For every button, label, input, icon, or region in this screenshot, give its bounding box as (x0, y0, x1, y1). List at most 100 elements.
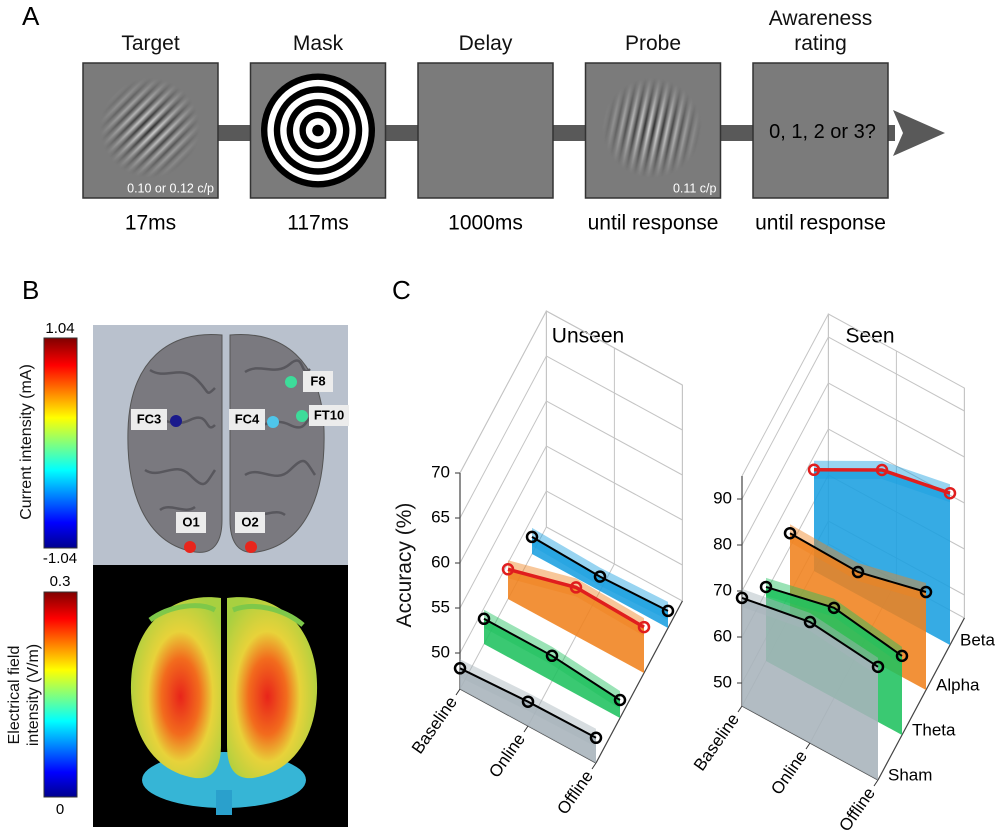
data-point (807, 463, 821, 477)
data-point (501, 563, 515, 576)
grating (83, 63, 218, 198)
electrode (296, 410, 308, 422)
colorbar-label: Electrical field intensity (V/m) (6, 643, 42, 747)
stimulus-note: 0.10 or 0.12 c/p (127, 181, 214, 195)
electrode-label: F8 (310, 373, 325, 388)
chart: Seen 50 60 70 80 90 Baseline Online Offline Beta A… (690, 313, 996, 835)
panel-label: B (22, 275, 39, 305)
tick-mark (523, 725, 529, 733)
tick-mark (591, 762, 597, 770)
hemisphere (227, 597, 318, 779)
hemisphere (229, 333, 325, 553)
series-line (483, 617, 621, 701)
grid-line (741, 336, 965, 500)
x-tick-label: Baseline (408, 693, 461, 757)
colorbar-min: 0 (56, 801, 64, 818)
data-point (453, 662, 467, 675)
stimulus-frame (417, 62, 554, 199)
series-label: Sham (888, 765, 932, 784)
step-duration: 17ms (125, 212, 176, 235)
chart: Unseen 50 55 60 65 70 Baseline Online Offline (408, 310, 683, 818)
y-tick-label: 70 (431, 462, 450, 481)
y-tick-label: 90 (713, 488, 732, 507)
step-title: Mask (292, 32, 344, 55)
colorbar-min: -1.04 (43, 550, 77, 567)
series-line (741, 596, 879, 668)
series-label: Theta (912, 720, 956, 739)
colorbar-max: 0.3 (50, 573, 71, 590)
data-point (593, 570, 607, 583)
data-point (783, 526, 797, 540)
grid-line (741, 428, 965, 592)
data-point (943, 486, 957, 500)
data-point (613, 693, 627, 707)
series-line (507, 567, 645, 629)
panel-a: 17ms 0.10 or 0.12 c/p 117ms 1000ms until res… (82, 62, 889, 235)
step-duration: 117ms (287, 212, 348, 235)
electrode (285, 376, 297, 388)
colorbar (43, 337, 78, 549)
x-tick-label: Offline (553, 767, 597, 818)
data-point (661, 604, 675, 618)
stimulus-frame (752, 62, 889, 199)
series-area (742, 597, 878, 780)
grid-line (459, 400, 683, 564)
series-label: Beta (960, 630, 996, 649)
electrode (184, 541, 196, 553)
electrode-label-boxes (131, 371, 349, 533)
y-tick-label: 50 (713, 672, 732, 691)
series-band (484, 609, 620, 709)
colorbar (43, 591, 78, 798)
step-duration: 1000ms (448, 212, 523, 235)
step-title: Awareness rating (768, 7, 873, 55)
step-title: Probe (624, 32, 682, 55)
data-point (735, 591, 749, 605)
data-point (875, 463, 889, 477)
data-point (637, 620, 651, 634)
y-tick-label: 80 (713, 534, 732, 553)
electrode-label: O2 (241, 514, 258, 529)
stimulus-note: 0.11 c/p (673, 181, 717, 195)
data-point (525, 530, 539, 544)
grid-line (459, 490, 683, 654)
tick-mark (455, 688, 461, 696)
series-area (484, 618, 620, 718)
electrode (170, 415, 182, 427)
electrode-label: FC3 (137, 411, 162, 426)
series-line (789, 532, 927, 593)
timeline-arrow (893, 110, 945, 156)
data-point (759, 580, 773, 594)
electrode (245, 541, 257, 553)
x-tick-label: Baseline (690, 710, 743, 774)
electrode-label: O1 (182, 514, 199, 529)
data-point (589, 731, 603, 745)
series-band (766, 577, 902, 665)
step-duration: until response (588, 212, 719, 235)
series-label: Alpha (936, 675, 980, 694)
tick-mark (805, 742, 811, 750)
data-point (871, 660, 885, 674)
brainstem (216, 790, 232, 815)
grid-line (741, 382, 965, 546)
data-point (477, 612, 491, 626)
data-point (569, 581, 583, 594)
hemisphere (130, 597, 221, 779)
hemisphere (127, 333, 223, 553)
x-tick-label: Online (767, 747, 811, 798)
electrode-label: FT10 (314, 407, 344, 422)
series-area (460, 668, 596, 763)
series-band (460, 659, 596, 747)
y-tick-label: 50 (431, 642, 450, 661)
step-title: Target (121, 32, 180, 55)
mask-ring (312, 124, 324, 137)
colorbar-label: Current intensity (mA) (18, 364, 35, 520)
data-point (895, 649, 909, 663)
x-tick-label: Offline (835, 784, 879, 835)
data-point (919, 585, 933, 599)
grid-line (459, 445, 683, 609)
panel-label: C (392, 275, 411, 305)
step-duration: until response (755, 212, 886, 235)
panel-label: A (22, 1, 40, 31)
rating-prompt: 0, 1, 2 or 3? (769, 121, 876, 143)
